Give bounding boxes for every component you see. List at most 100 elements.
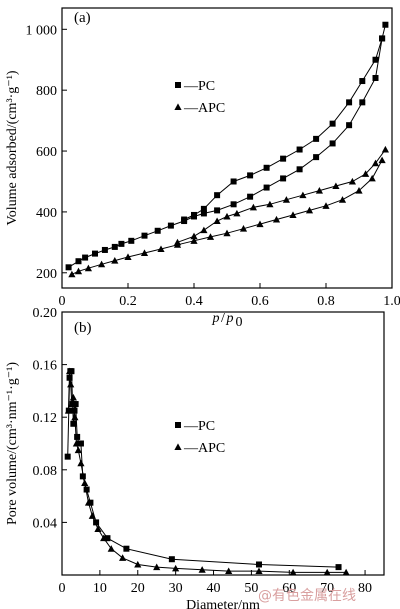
data-point-pc — [372, 75, 379, 81]
y-tick-label: 1 000 — [26, 23, 58, 38]
data-point-apc — [200, 226, 208, 234]
series-line-apc — [71, 159, 383, 275]
data-point-pc — [313, 135, 320, 142]
data-point-apc — [111, 257, 119, 264]
data-point-pc — [123, 545, 130, 552]
x-tick-label: 30 — [169, 581, 183, 596]
data-point-pc — [382, 21, 389, 28]
data-point-pc — [346, 99, 353, 106]
watermark-text: @有色金属在线 — [258, 587, 356, 604]
data-point-apc — [223, 229, 231, 237]
data-point-pc — [230, 201, 237, 208]
series-line-apc — [177, 149, 386, 243]
data-point-pc — [154, 227, 161, 234]
data-point-pc — [255, 561, 262, 568]
data-point-apc — [378, 156, 386, 164]
data-point-apc — [67, 380, 75, 388]
data-point-pc — [346, 122, 353, 129]
legend-label-pc: —PC — [183, 419, 215, 434]
data-point-apc — [173, 238, 182, 246]
y-tick-label: 0.20 — [33, 306, 58, 321]
data-point-apc — [107, 545, 115, 552]
data-point-apc — [355, 187, 363, 194]
data-point-pc — [75, 258, 82, 265]
data-point-apc — [233, 209, 241, 217]
data-point-apc — [371, 159, 380, 167]
x-axis-title: p / p 0 — [212, 311, 243, 330]
data-point-pc — [167, 222, 174, 229]
data-point-pc — [263, 164, 270, 171]
data-point-apc — [282, 196, 290, 203]
data-point-pc — [214, 207, 221, 214]
legend-entry-apc: —APC — [174, 101, 225, 116]
y-tick-label: 800 — [36, 84, 57, 99]
y-tick-label: 400 — [36, 206, 57, 221]
data-point-apc — [381, 145, 389, 153]
data-point-apc — [77, 459, 85, 467]
x-tick-label: 70 — [320, 581, 334, 596]
data-point-pc — [141, 232, 148, 239]
data-point-pc — [65, 264, 72, 271]
data-point-apc — [255, 567, 263, 575]
data-point-apc — [65, 367, 74, 375]
data-point-pc — [296, 146, 303, 153]
data-point-pc — [92, 250, 98, 257]
data-point-pc — [111, 243, 118, 250]
data-point-pc — [280, 155, 287, 162]
data-point-pc — [74, 433, 81, 440]
legend-label-apc: —APC — [183, 441, 225, 456]
x-tick-label: 40 — [207, 581, 221, 596]
x-axis-title-p: p — [212, 311, 220, 326]
data-point-apc — [206, 233, 215, 240]
data-point-apc — [68, 270, 76, 278]
data-point-pc — [200, 205, 207, 212]
data-point-apc — [323, 568, 331, 576]
legend-entry-apc: —APC — [174, 441, 225, 456]
legend-label-apc: —APC — [183, 101, 225, 116]
data-point-apc — [225, 567, 233, 575]
series-pc — [65, 21, 389, 271]
data-point-apc — [213, 217, 221, 225]
y-tick-label: 0.04 — [33, 516, 58, 531]
x-tick-label: 1.0 — [383, 294, 400, 309]
x-tick-label: 80 — [358, 581, 372, 596]
data-point-pc — [200, 210, 207, 217]
data-point-apc — [68, 400, 76, 408]
data-point-pc — [70, 420, 77, 427]
data-point-apc — [266, 200, 274, 208]
data-point-apc — [332, 182, 340, 190]
chart-panel-a: 0 0.2 0.4 0.6 0.8 1.0 200 400 600 800 1 000 (a) Volu… — [5, 7, 400, 330]
x-tick-label: 0.2 — [119, 294, 137, 309]
data-point-apc — [190, 232, 198, 240]
plot-frame — [61, 311, 385, 576]
data-point-pc — [64, 453, 71, 460]
data-point-pc — [168, 556, 175, 563]
plot-frame — [61, 7, 393, 289]
legend-marker-pc — [175, 422, 181, 428]
y-axis-title: Pore volume/(cm³·nm⁻¹·g⁻¹) — [5, 362, 20, 525]
data-point-pc — [329, 140, 336, 147]
x-tick-label: 0 — [59, 294, 66, 309]
data-point-pc — [101, 246, 108, 253]
data-point-apc — [94, 525, 102, 532]
series-apc — [64, 367, 350, 576]
data-point-apc — [315, 187, 323, 194]
data-point-apc — [124, 253, 132, 260]
data-point-apc — [342, 568, 350, 576]
legend-entry-pc: —PC — [175, 79, 215, 94]
data-point-pc — [128, 237, 135, 244]
data-point-apc — [119, 554, 127, 561]
data-point-apc — [198, 566, 206, 573]
data-point-apc — [71, 413, 79, 421]
y-tick-label: 0.08 — [33, 464, 58, 479]
data-point-pc — [82, 254, 89, 261]
data-point-pc — [335, 564, 342, 571]
data-point-pc — [372, 56, 379, 63]
data-point-pc — [72, 401, 79, 408]
y-tick-label: 200 — [36, 267, 57, 282]
x-axis-title-p0: p — [226, 311, 234, 326]
x-tick-label: 0 — [59, 581, 66, 596]
data-point-apc — [289, 211, 297, 218]
chart-panel-b: 0 10 20 30 40 50 60 70 80 0.04 0.08 0.12 0.16 0.20 (b)… — [5, 306, 385, 609]
